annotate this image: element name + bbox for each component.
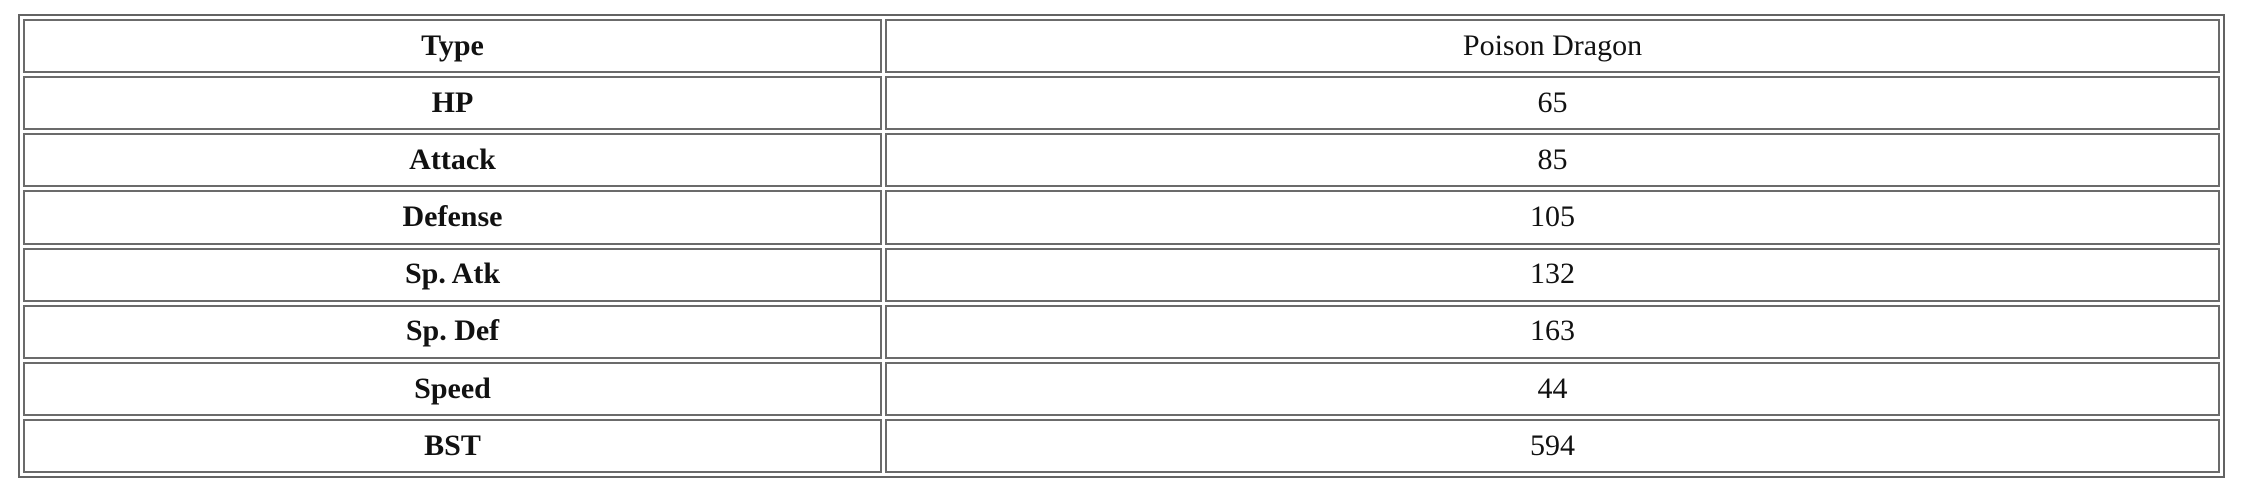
table-row: Attack 85 <box>23 133 2220 188</box>
stat-label-cell: Speed <box>23 361 882 416</box>
stat-value-cell: 44 <box>885 361 2220 416</box>
stat-value-cell: 85 <box>885 133 2220 188</box>
table-row: Sp. Def 163 <box>23 304 2220 359</box>
stat-label-cell: BST <box>23 418 882 473</box>
table-row: Type Poison Dragon <box>23 19 2220 74</box>
stat-value-cell: 594 <box>885 418 2220 473</box>
stat-label-cell: HP <box>23 76 882 131</box>
table-row: Defense 105 <box>23 190 2220 245</box>
stat-label-cell: Defense <box>23 190 882 245</box>
table-row: Speed 44 <box>23 361 2220 416</box>
stat-label-cell: Sp. Def <box>23 304 882 359</box>
table-row: Sp. Atk 132 <box>23 247 2220 302</box>
stat-value-cell: 65 <box>885 76 2220 131</box>
stats-table: Type Poison Dragon HP 65 Attack 85 Defen… <box>18 14 2225 478</box>
stat-label-cell: Type <box>23 19 882 74</box>
stat-label-cell: Attack <box>23 133 882 188</box>
stat-label-cell: Sp. Atk <box>23 247 882 302</box>
stat-value-cell: 105 <box>885 190 2220 245</box>
stat-value-cell: Poison Dragon <box>885 19 2220 74</box>
stat-value-cell: 163 <box>885 304 2220 359</box>
table-row: HP 65 <box>23 76 2220 131</box>
stat-value-cell: 132 <box>885 247 2220 302</box>
table-row: BST 594 <box>23 418 2220 473</box>
